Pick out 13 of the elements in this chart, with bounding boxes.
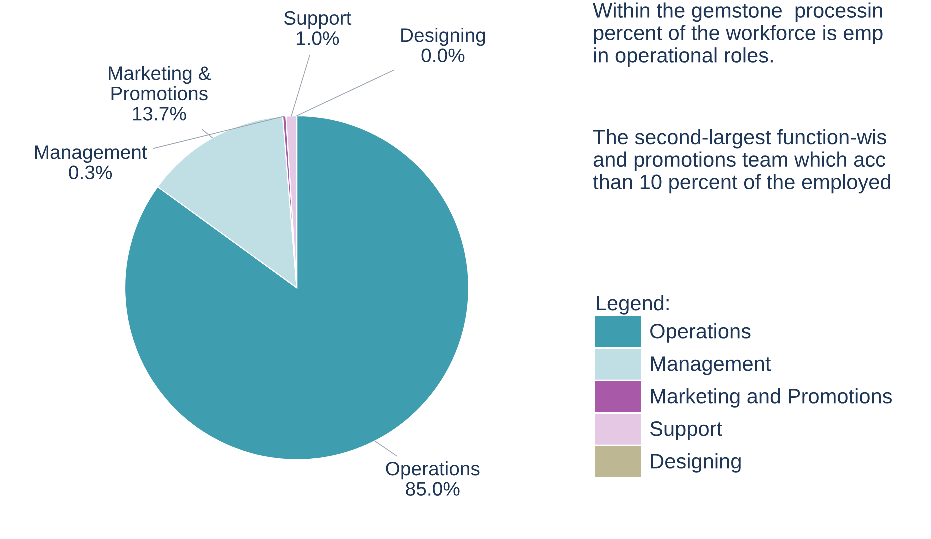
legend-title: Legend: <box>597 295 669 315</box>
text: Within the gemstone processin percent of the workforce is emp in operational roles. <box>593 2 883 67</box>
legend-label: Marketing and Promotions <box>651 388 892 408</box>
legend-label: Designing <box>651 453 741 473</box>
legend-label: Support <box>650 422 722 440</box>
data-label: Support 1.0% <box>284 11 352 46</box>
text: Designing 0.0% <box>402 28 486 63</box>
data-label: Management 0.3% <box>35 146 148 180</box>
data-label: Operations 85.0% <box>386 461 480 496</box>
text: The second-largest function-wis and promotions team which acc than 10 percent of the employed <box>593 129 890 194</box>
data-label: Marketing & Promotions 13.7% <box>109 66 211 121</box>
legend-label: Operations <box>650 323 751 343</box>
legend-label: Management <box>651 356 772 376</box>
